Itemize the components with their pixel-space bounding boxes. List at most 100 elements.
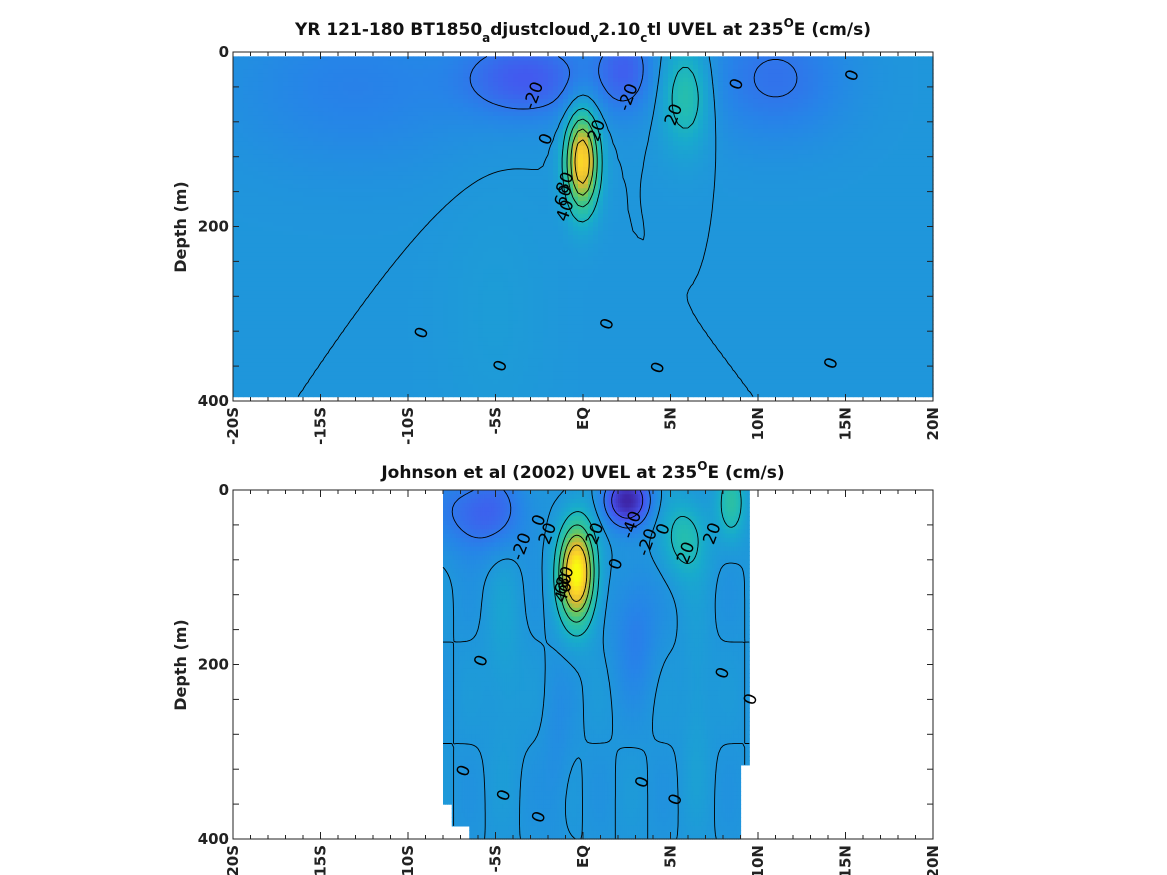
velocity-cell (883, 180, 889, 185)
velocity-cell (628, 141, 634, 146)
velocity-cell (308, 141, 314, 146)
velocity-cell (293, 158, 299, 163)
velocity-cell (618, 133, 624, 138)
velocity-cell (258, 167, 264, 172)
velocity-cell (913, 103, 919, 108)
velocity-cell (803, 103, 809, 108)
velocity-cell (293, 150, 299, 155)
velocity-cell (863, 192, 869, 197)
velocity-cell (888, 86, 894, 91)
velocity-cell (703, 65, 709, 70)
velocity-cell (823, 120, 829, 125)
velocity-cell (473, 99, 479, 104)
velocity-cell (668, 175, 674, 180)
velocity-cell (388, 129, 394, 134)
velocity-cell (788, 197, 794, 202)
velocity-cell (263, 90, 269, 95)
velocity-cell (288, 184, 294, 189)
velocity-cell (553, 116, 559, 121)
velocity-cell (323, 180, 329, 185)
velocity-cell (913, 99, 919, 104)
velocity-cell (618, 65, 624, 70)
velocity-cell (723, 184, 729, 189)
velocity-cell (323, 86, 329, 91)
velocity-cell (298, 116, 304, 121)
velocity-cell (693, 56, 699, 61)
velocity-cell (668, 167, 674, 172)
velocity-cell (798, 171, 804, 176)
velocity-cell (303, 158, 309, 163)
velocity-cell (343, 65, 349, 70)
velocity-cell (248, 61, 254, 66)
velocity-cell (308, 107, 314, 112)
velocity-cell (463, 61, 469, 66)
velocity-cell (508, 120, 514, 125)
velocity-cell (773, 197, 779, 202)
velocity-cell (268, 78, 274, 83)
velocity-cell (823, 158, 829, 163)
velocity-cell (913, 197, 919, 202)
velocity-cell (778, 184, 784, 189)
velocity-cell (688, 188, 694, 193)
velocity-cell (338, 175, 344, 180)
velocity-cell (908, 124, 914, 129)
velocity-cell (428, 56, 434, 61)
velocity-cell (788, 180, 794, 185)
velocity-cell (353, 116, 359, 121)
velocity-cell (253, 150, 259, 155)
velocity-cell (268, 61, 274, 66)
velocity-cell (683, 146, 689, 151)
velocity-cell (888, 180, 894, 185)
velocity-cell (418, 69, 424, 74)
velocity-cell (808, 90, 814, 95)
velocity-cell (458, 103, 464, 108)
velocity-cell (718, 188, 724, 193)
velocity-cell (608, 201, 614, 206)
velocity-cell (613, 205, 619, 210)
velocity-cell (803, 150, 809, 155)
velocity-cell (328, 167, 334, 172)
velocity-cell (603, 73, 609, 78)
velocity-cell (593, 158, 599, 163)
velocity-cell (658, 205, 664, 210)
velocity-cell (918, 167, 924, 172)
velocity-cell (318, 124, 324, 129)
velocity-cell (643, 175, 649, 180)
velocity-cell (253, 188, 259, 193)
velocity-cell (388, 116, 394, 121)
velocity-cell (703, 201, 709, 206)
velocity-cell (313, 167, 319, 172)
velocity-cell (433, 192, 439, 197)
velocity-cell (863, 133, 869, 138)
velocity-cell (603, 167, 609, 172)
velocity-cell (918, 150, 924, 155)
velocity-cell (798, 180, 804, 185)
velocity-cell (608, 78, 614, 83)
velocity-cell (318, 192, 324, 197)
velocity-cell (318, 120, 324, 125)
velocity-cell (478, 150, 484, 155)
velocity-cell (453, 56, 459, 61)
velocity-cell (293, 167, 299, 172)
velocity-cell (888, 150, 894, 155)
velocity-cell (403, 90, 409, 95)
velocity-cell (783, 163, 789, 168)
velocity-cell (403, 154, 409, 159)
velocity-cell (678, 197, 684, 202)
velocity-cell (713, 201, 719, 206)
velocity-cell (423, 120, 429, 125)
velocity-cell (778, 82, 784, 87)
velocity-cell (378, 129, 384, 134)
velocity-cell (348, 90, 354, 95)
velocity-cell (258, 150, 264, 155)
velocity-cell (638, 154, 644, 159)
velocity-cell (328, 86, 334, 91)
velocity-cell (403, 180, 409, 185)
velocity-cell (678, 141, 684, 146)
velocity-cell (643, 180, 649, 185)
velocity-cell (433, 197, 439, 202)
velocity-cell (663, 82, 669, 87)
velocity-cell (678, 86, 684, 91)
velocity-cell (533, 146, 539, 151)
velocity-cell (868, 154, 874, 159)
